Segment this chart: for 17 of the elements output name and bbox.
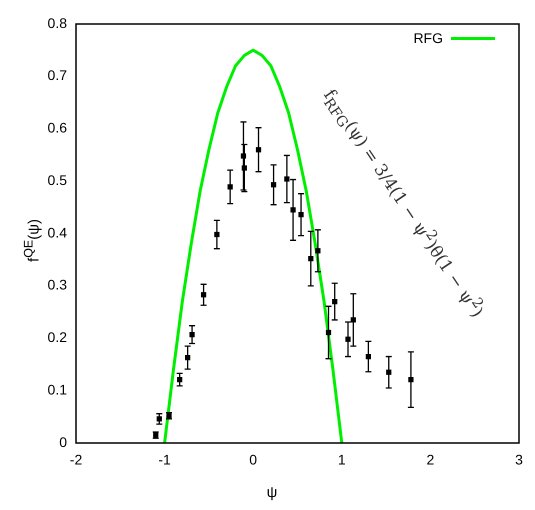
x-tick-label: 3 [515,451,524,468]
y-tick-label: 0.5 [48,172,68,188]
x-tick-label: -2 [70,451,82,468]
x-tick-label: 0 [249,451,258,468]
x-tick-label: 2 [426,451,434,468]
y-tick-label: 0.7 [48,67,68,84]
x-axis-title: ψ [266,484,278,501]
legend-label: RFG [413,30,443,46]
y-tick-label: 0.3 [48,276,68,293]
y-tick-label: 0 [59,434,68,450]
x-tick-label: 1 [338,451,346,468]
y-tick-label: 0.8 [48,14,68,31]
x-tick-label: -1 [158,451,172,468]
y-tick-label: 0.2 [48,329,68,346]
y-tick-label: 0.6 [48,120,68,136]
y-tick-label: 0.1 [48,381,68,398]
y-tick-label: 0.4 [48,224,68,240]
